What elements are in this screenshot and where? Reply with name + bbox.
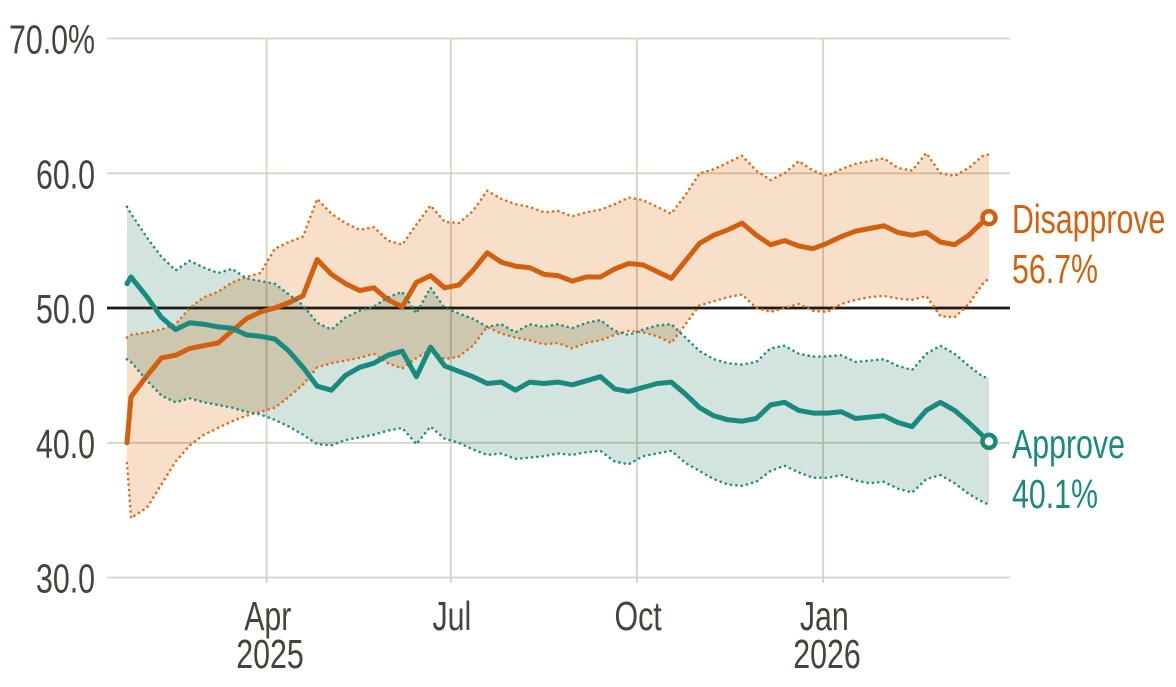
x-tick-jan: Jan <box>800 592 849 639</box>
series-layer <box>124 151 998 520</box>
y-tick-40: 40.0 <box>36 420 95 467</box>
approve-band-upper-edge <box>125 205 991 380</box>
y-tick-70: 70.0% <box>9 16 95 63</box>
disapprove-end-value: 56.7% <box>1012 245 1098 292</box>
disapprove-line <box>124 215 992 446</box>
series-end-labels: Disapprove 56.7% Approve 40.1% <box>1012 195 1165 517</box>
approve-line <box>124 274 992 444</box>
disapprove-end-label: Disapprove <box>1012 195 1165 242</box>
y-tick-30: 30.0 <box>36 555 95 602</box>
x-tick-year-2026: 2026 <box>793 630 860 677</box>
x-axis-labels: Apr 2025 Jul Oct Jan 2026 <box>236 592 860 677</box>
x-tick-apr: Apr <box>244 592 291 639</box>
approve-end-label: Approve <box>1012 420 1125 467</box>
approve-end-value: 40.1% <box>1012 470 1098 517</box>
approve-band-lower-edge <box>125 357 991 507</box>
y-axis-labels: 30.0 40.0 50.0 60.0 70.0% <box>9 16 95 602</box>
y-tick-50: 50.0 <box>36 285 95 332</box>
disapprove-band-upper-edge <box>125 151 991 339</box>
x-tick-year-2025: 2025 <box>236 630 303 677</box>
approve-uncertainty-band <box>127 206 989 505</box>
approve-end-marker <box>980 432 998 451</box>
y-tick-60: 60.0 <box>36 151 95 198</box>
x-tick-oct: Oct <box>615 592 662 639</box>
x-tick-jul: Jul <box>433 592 472 639</box>
disapprove-end-marker <box>980 208 998 227</box>
